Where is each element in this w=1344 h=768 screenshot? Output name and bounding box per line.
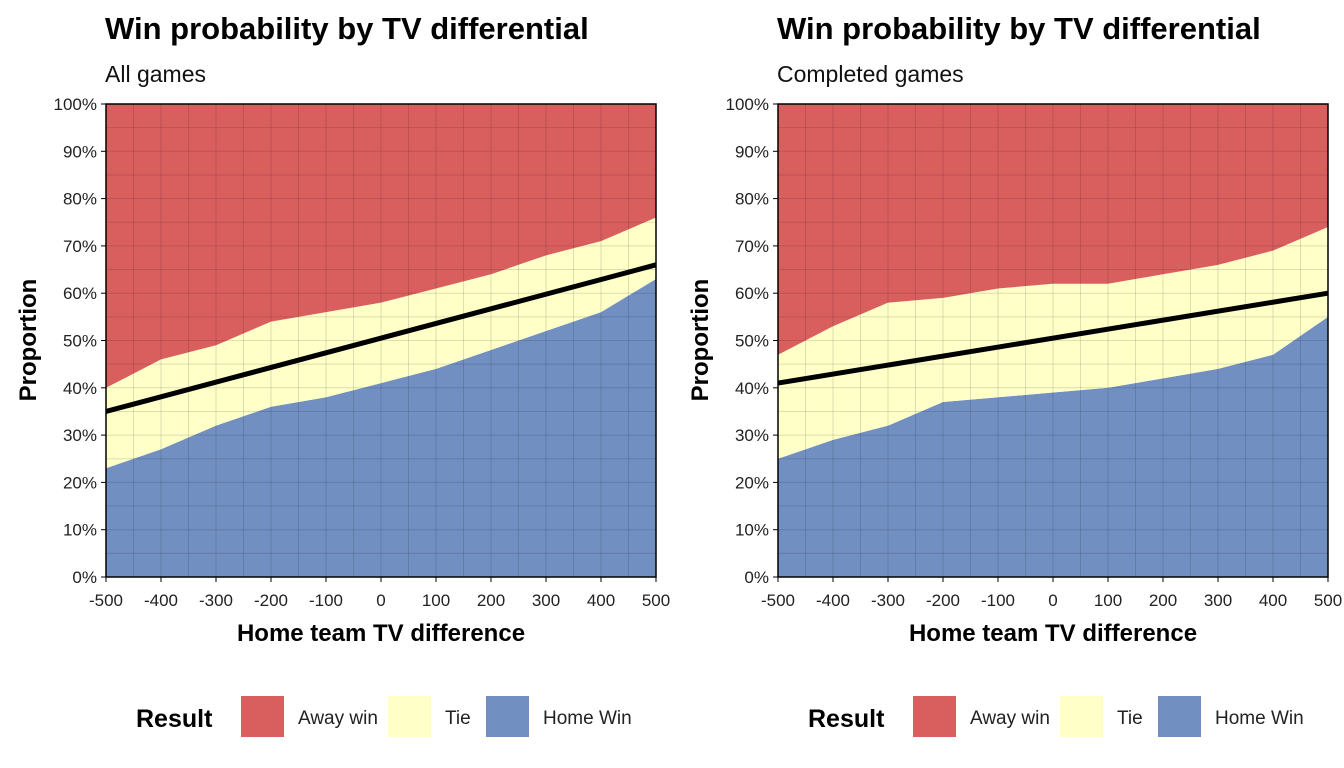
x-axis: -500 -400 -300 -200 -100 0 100 200 300 400 500 (89, 577, 670, 610)
legend: Result Away win Tie Home Win (808, 696, 1304, 737)
area-away-win (778, 104, 1328, 355)
x-tick-label: -400 (816, 591, 850, 610)
legend-swatch-away (913, 696, 956, 737)
x-tick-label: 0 (1048, 591, 1057, 610)
y-tick-label: 70% (735, 237, 769, 256)
y-tick-label: 20% (63, 473, 97, 492)
legend-swatch-away (241, 696, 284, 737)
legend-label-away: Away win (970, 708, 1050, 729)
y-axis: 0% 10% 20% 30% 40% 50% 60% 70% 80% 90% 100% (726, 95, 778, 587)
x-tick-label: 200 (1149, 591, 1177, 610)
chart-subtitle: Completed games (777, 61, 964, 87)
y-tick-label: 100% (726, 95, 769, 114)
chart-title: Win probability by TV differential (105, 11, 589, 46)
y-tick-label: 90% (735, 142, 769, 161)
legend-swatch-tie (1060, 696, 1103, 737)
legend-label-away: Away win (298, 708, 378, 729)
y-tick-label: 100% (54, 95, 97, 114)
panel-all-games: Win probability by TV differential All g… (15, 11, 670, 647)
trend-line (777, 290, 1329, 386)
y-tick-label: 40% (63, 379, 97, 398)
x-tick-label: -300 (871, 591, 905, 610)
y-axis: 0% 10% 20% 30% 40% 50% 60% 70% 80% 90% 100% (54, 95, 106, 587)
legend-label-tie: Tie (1117, 708, 1143, 729)
x-tick-label: 400 (587, 591, 615, 610)
x-tick-label: 0 (376, 591, 385, 610)
area-tie (106, 217, 656, 469)
legend-label-home: Home Win (543, 708, 632, 729)
plot-area (777, 103, 1329, 578)
x-tick-label: -200 (254, 591, 288, 610)
x-tick-label: -400 (144, 591, 178, 610)
x-tick-label: -500 (89, 591, 123, 610)
y-tick-label: 40% (735, 379, 769, 398)
y-tick-label: 60% (735, 284, 769, 303)
y-tick-label: 90% (63, 142, 97, 161)
y-tick-label: 0% (744, 568, 769, 587)
x-tick-label: 500 (1314, 591, 1342, 610)
y-tick-label: 10% (63, 521, 97, 540)
y-tick-label: 20% (735, 473, 769, 492)
x-axis: -500 -400 -300 -200 -100 0 100 200 300 400 500 (761, 577, 1342, 610)
x-tick-label: 300 (532, 591, 560, 610)
legend-label-home: Home Win (1215, 708, 1304, 729)
x-tick-label: -200 (926, 591, 960, 610)
legend-title: Result (136, 705, 213, 733)
y-axis-title: Proportion (687, 279, 714, 402)
x-axis-title: Home team TV difference (237, 620, 525, 647)
y-tick-label: 80% (63, 190, 97, 209)
x-tick-label: 100 (1094, 591, 1122, 610)
x-tick-label: -100 (309, 591, 343, 610)
area-tie (778, 226, 1328, 459)
trend-line (105, 262, 657, 414)
legend-label-tie: Tie (445, 708, 471, 729)
y-tick-label: 50% (735, 332, 769, 351)
area-home-win (106, 279, 656, 577)
legend-swatch-tie (388, 696, 431, 737)
legend-title: Result (808, 705, 885, 733)
x-tick-label: 300 (1204, 591, 1232, 610)
x-tick-label: 100 (422, 591, 450, 610)
legend-swatch-home (486, 696, 529, 737)
legend-swatch-home (1158, 696, 1201, 737)
area-home-win (778, 316, 1328, 577)
x-tick-label: -500 (761, 591, 795, 610)
legend: Result Away win Tie Home Win (136, 696, 632, 737)
y-tick-label: 80% (735, 190, 769, 209)
x-tick-label: -100 (981, 591, 1015, 610)
y-tick-label: 70% (63, 237, 97, 256)
chart-title: Win probability by TV differential (777, 11, 1261, 46)
x-tick-label: -300 (199, 591, 233, 610)
panel-completed-games: Win probability by TV differential Compl… (687, 11, 1342, 647)
chart-subtitle: All games (105, 61, 206, 87)
x-tick-label: 400 (1259, 591, 1287, 610)
y-tick-label: 30% (735, 426, 769, 445)
x-tick-label: 200 (477, 591, 505, 610)
y-axis-title: Proportion (15, 279, 42, 402)
plot-area (105, 103, 657, 578)
y-tick-label: 60% (63, 284, 97, 303)
x-tick-label: 500 (642, 591, 670, 610)
area-away-win (106, 104, 656, 388)
y-tick-label: 10% (735, 521, 769, 540)
y-tick-label: 50% (63, 332, 97, 351)
x-axis-title: Home team TV difference (909, 620, 1197, 647)
y-tick-label: 30% (63, 426, 97, 445)
y-tick-label: 0% (72, 568, 97, 587)
